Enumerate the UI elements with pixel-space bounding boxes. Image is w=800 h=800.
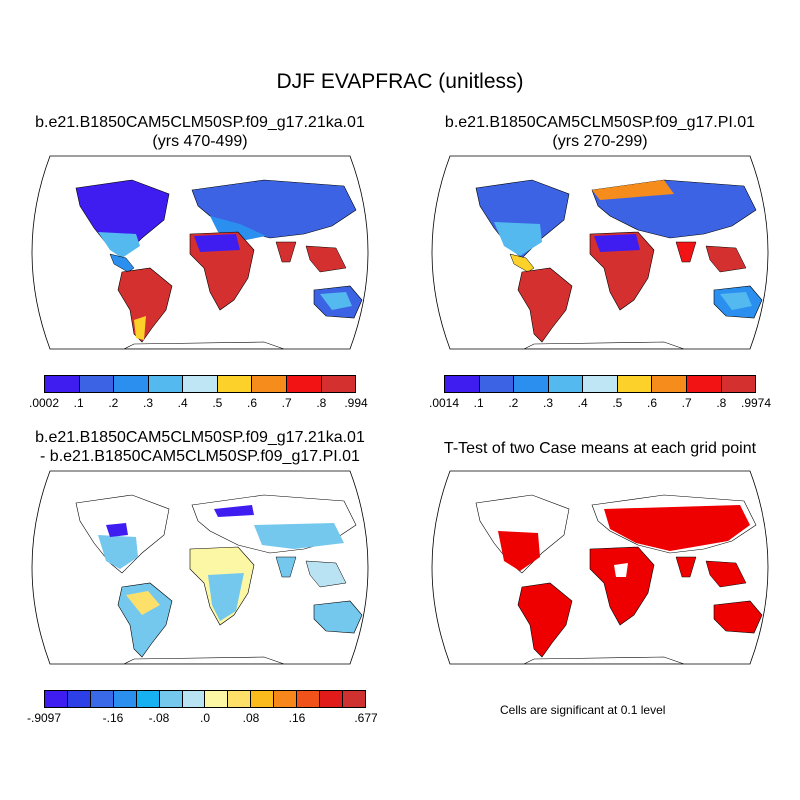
colorbar-swatch [45,376,80,392]
panel4-title-line1: T-Test of two Case means at each grid po… [443,440,757,457]
panel2-title-line1: b.e21.B1850CAM5CLM50SP.f09_g17.PI.01 [444,114,756,131]
colorbar-tick-label: .2 [508,396,519,410]
figure-title: DJF EVAPFRAC (unitless) [276,70,524,93]
colorbar-swatch [721,376,756,392]
colorbar-tick-label: -.08 [148,711,170,725]
colorbar-swatch [159,691,183,707]
colorbar-swatch [79,376,115,392]
colorbar-case-21ka-labels: .0002 .1 .2 .3 .4 .5 .6 .7 .8 .994 [29,396,368,412]
colorbar-tick-label: .4 [177,396,188,410]
map-ttest [431,470,769,665]
colorbar-swatch [445,376,480,392]
colorbar-tick-label: .1 [473,396,484,410]
colorbar-swatch [320,691,343,707]
colorbar-swatch [274,691,298,707]
panel2-title: b.e21.B1850CAM5CLM50SP.f09_g17.PI.01 (yr… [400,113,800,151]
colorbar-tick-label: .3 [542,396,554,410]
colorbar-tick-label: .16 [288,711,306,725]
colorbar-case-pi [444,375,756,393]
colorbar-swatch [114,376,149,392]
colorbar-swatch [148,376,184,392]
panel1-title-line1: b.e21.B1850CAM5CLM50SP.f09_g17.21ka.01 [35,114,365,131]
colorbar-swatch [217,376,253,392]
colorbar-tick-label: .7 [681,396,692,410]
colorbar-difference [44,690,366,708]
colorbar-swatch [321,376,356,392]
colorbar-swatch [286,376,322,392]
colorbar-tick-label: .08 [242,711,260,725]
colorbar-tick-label: .8 [716,396,727,410]
colorbar-swatch [45,691,68,707]
colorbar-swatch [617,376,653,392]
colorbar-tick-label: .8 [316,396,327,410]
colorbar-swatch [205,691,229,707]
colorbar-tick-label: .6 [646,396,658,410]
colorbar-swatch [228,691,252,707]
map-case-21ka [31,155,369,350]
colorbar-tick-label: .3 [142,396,154,410]
colorbar-swatch [342,691,365,707]
colorbar-tick-label: .5 [612,396,623,410]
colorbar-tick-label: .5 [212,396,223,410]
colorbar-swatch [183,376,218,392]
panel3-title-line2: - b.e21.B1850CAM5CLM50SP.f09_g17.PI.01 [40,448,360,465]
panel2-title-line2: (yrs 270-299) [552,133,648,150]
colorbar-swatch [652,376,687,392]
colorbar-tick-label: -.16 [102,711,124,725]
colorbar-case-21ka [44,375,356,393]
significance-note: Cells are significant at 0.1 level [500,703,666,717]
colorbar-swatch [67,691,91,707]
colorbar-tick-label: .994 [344,396,368,410]
colorbar-tick-label: .1 [73,396,84,410]
colorbar-tick-label: .4 [577,396,588,410]
panel3-title: b.e21.B1850CAM5CLM50SP.f09_g17.21ka.01 -… [0,428,400,466]
panel3-title-line1: b.e21.B1850CAM5CLM50SP.f09_g17.21ka.01 [35,429,365,446]
colorbar-swatch [252,376,287,392]
colorbar-difference-labels: -.9097 -.16 -.08 .0 .08 .16 .677 [27,711,378,727]
colorbar-swatch [583,376,618,392]
colorbar-swatch [548,376,584,392]
colorbar-swatch [90,691,114,707]
colorbar-swatch [113,691,137,707]
colorbar-swatch [182,691,206,707]
colorbar-tick-label: .0002 [28,396,60,410]
panel4-title: T-Test of two Case means at each grid po… [400,439,800,458]
colorbar-tick-label: .7 [281,396,292,410]
colorbar-tick-label: .9974 [740,396,772,410]
colorbar-swatch [251,691,275,707]
colorbar-tick-label: .2 [108,396,119,410]
panel1-title-line2: (yrs 470-499) [152,133,248,150]
colorbar-swatch [136,691,160,707]
map-case-pi [431,155,769,350]
colorbar-swatch [297,691,321,707]
colorbar-tick-label: .0 [199,711,211,725]
colorbar-tick-label: -.9097 [26,711,62,725]
colorbar-tick-label: .677 [354,711,378,725]
colorbar-swatch [479,376,515,392]
colorbar-tick-label: .6 [246,396,258,410]
colorbar-case-pi-labels: .0014 .1 .2 .3 .4 .5 .6 .7 .8 .9974 [429,396,771,412]
colorbar-swatch [514,376,549,392]
colorbar-tick-label: .0014 [428,396,460,410]
colorbar-swatch [686,376,722,392]
map-difference [31,470,369,665]
panel1-title: b.e21.B1850CAM5CLM50SP.f09_g17.21ka.01 (… [0,113,400,151]
